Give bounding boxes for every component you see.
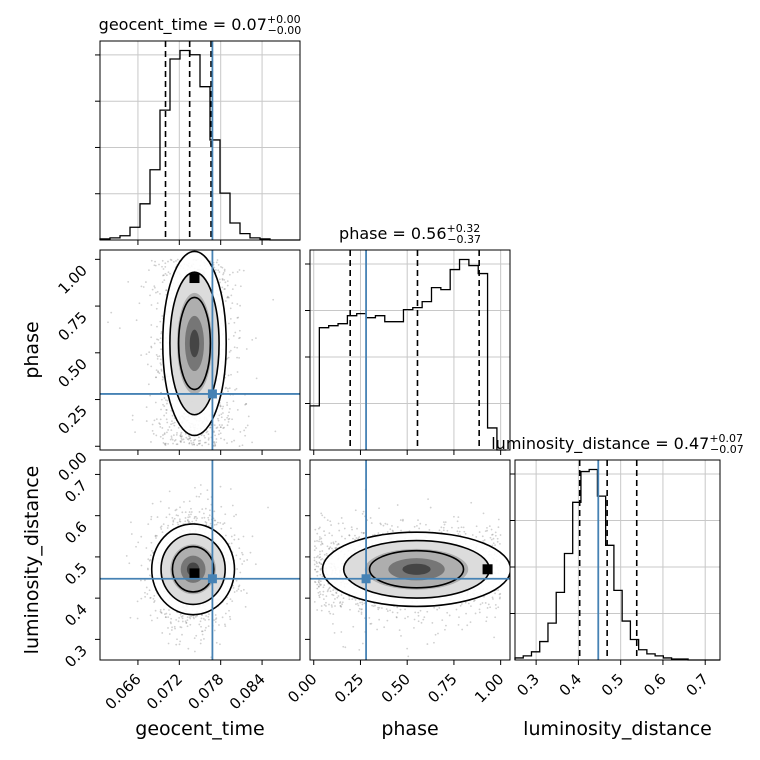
truth-marker — [207, 389, 217, 399]
y-tick-label: 0.4 — [61, 600, 91, 630]
x-axis-label-phase: phase — [381, 718, 438, 740]
y-tick-label: 0.25 — [54, 402, 90, 438]
contour-line — [177, 296, 212, 391]
x-tick-label: 0.084 — [226, 670, 269, 713]
panel-content — [100, 460, 300, 660]
panel-title-geocent_time: geocent_time = 0.07+0.00 −0.00 — [99, 13, 302, 37]
panel-content — [100, 250, 300, 450]
hist-frame — [310, 250, 510, 450]
contour-line — [171, 545, 215, 593]
y-axis-label-phase: phase — [21, 321, 43, 378]
truth-marker — [361, 574, 371, 584]
y-tick-label: 0.50 — [54, 355, 90, 391]
density-panel-phase-luminosity_distance — [309, 459, 511, 661]
x-tick-label: 1.00 — [471, 670, 507, 706]
contour-line — [169, 271, 220, 416]
y-tick-label: 0.75 — [54, 308, 90, 344]
axes-frame — [309, 459, 511, 661]
y-tick-label: 0.5 — [61, 559, 91, 589]
axes-frame — [514, 459, 721, 661]
y-tick-label: 0.6 — [61, 518, 91, 548]
contour-line — [150, 523, 236, 616]
hist-frame — [515, 460, 720, 660]
x-tick-label: 0.25 — [331, 670, 367, 706]
contour-line — [368, 549, 465, 589]
x-tick-label: 0.072 — [143, 670, 186, 713]
panel-content — [310, 460, 510, 660]
y-tick-label: 0.00 — [54, 448, 90, 484]
density-panel-geocent_time-luminosity_distance — [99, 459, 301, 661]
density-peak — [189, 568, 200, 579]
density-level — [402, 563, 431, 575]
x-tick-label: 0.066 — [102, 670, 145, 713]
density-level — [189, 329, 200, 358]
hist-panel-geocent_time: geocent_time = 0.07+0.00 −0.00 — [95, 13, 302, 241]
x-tick-label: 0.4 — [556, 670, 586, 700]
panel-title-luminosity_distance: luminosity_distance = 0.47+0.07 −0.07 — [491, 432, 744, 456]
contour-line — [160, 533, 226, 606]
axes-frame — [309, 249, 511, 451]
x-tick-label: 0.078 — [184, 670, 227, 713]
density-peak — [482, 564, 493, 575]
y-tick-label: 0.3 — [61, 641, 91, 671]
x-axis-label-geocent_time: geocent_time — [135, 718, 264, 740]
axes-frame — [99, 249, 301, 451]
hist-panel-phase: phase = 0.56+0.32 −0.37 — [305, 222, 511, 451]
x-tick-label: 0.5 — [598, 670, 628, 700]
x-tick-label: 0.3 — [513, 670, 543, 700]
x-tick-label: 0.7 — [682, 670, 712, 700]
contour-line — [161, 250, 228, 437]
x-tick-label: 0.00 — [284, 670, 320, 706]
density-panel-geocent_time-phase — [99, 249, 301, 451]
contour-line — [321, 531, 510, 608]
panel-title-phase: phase = 0.56+0.32 −0.37 — [339, 222, 481, 246]
truth-marker — [207, 574, 217, 584]
axes-frame — [99, 459, 301, 661]
x-tick-label: 0.6 — [640, 670, 670, 700]
axes-frame — [99, 40, 301, 241]
density-peak — [189, 273, 200, 284]
histogram-step-luminosity_distance — [514, 468, 720, 661]
y-tick-label: 1.00 — [54, 261, 90, 297]
x-axis-label-luminosity_distance: luminosity_distance — [523, 718, 712, 740]
histogram-step-phase — [309, 258, 507, 451]
x-tick-label: 0.75 — [424, 670, 460, 706]
hist-panel-luminosity_distance: luminosity_distance = 0.47+0.07 −0.07 — [491, 432, 744, 661]
y-axis-label-luminosity_distance: luminosity_distance — [21, 466, 43, 655]
x-tick-label: 0.50 — [378, 670, 414, 706]
